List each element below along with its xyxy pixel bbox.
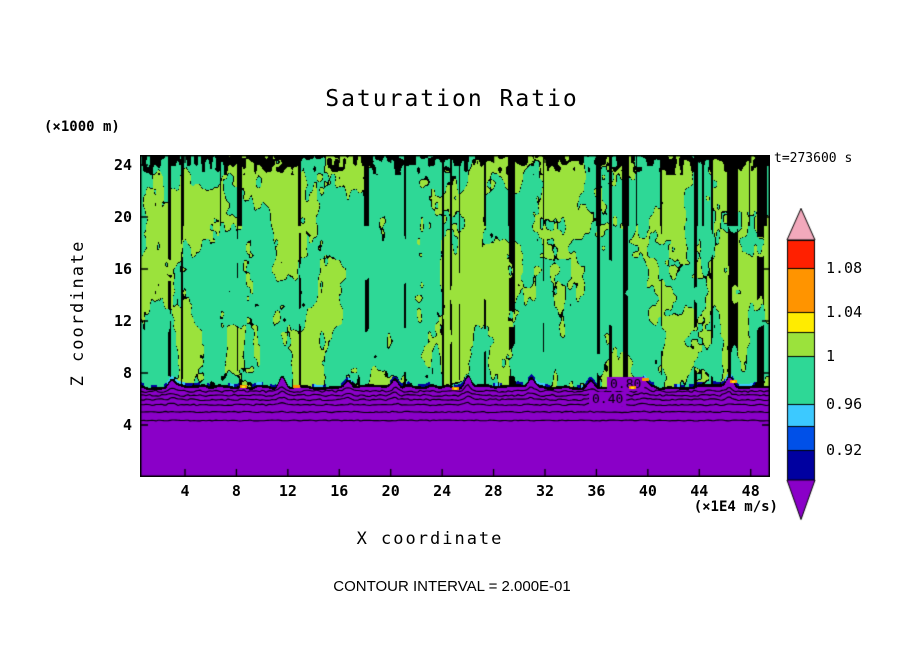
x-tick-label: 4: [180, 482, 190, 500]
x-tick-label: 12: [278, 482, 297, 500]
x-tick-label: 16: [330, 482, 349, 500]
chart-title: Saturation Ratio: [325, 86, 579, 112]
y-tick-label: 4: [122, 416, 132, 434]
colorbar-canvas: [786, 208, 816, 522]
y-tick-label: 24: [113, 156, 132, 174]
y-axis-units: (×1000 m): [44, 119, 120, 135]
x-tick-label: 48: [741, 482, 760, 500]
x-tick-label: 20: [381, 482, 400, 500]
x-tick-label: 40: [638, 482, 657, 500]
x-tick-label: 8: [231, 482, 241, 500]
colorbar-tick-label: 1: [826, 347, 836, 365]
x-tick-label: 44: [690, 482, 709, 500]
time-label: t=273600 s: [774, 151, 853, 166]
x-tick-label: 32: [535, 482, 555, 500]
x-tick-label: 36: [587, 482, 606, 500]
x-axis-label: X coordinate: [356, 529, 504, 549]
colorbar-tick-label: 0.96: [826, 395, 863, 413]
contour-interval-note: CONTOUR INTERVAL = 2.000E-01: [333, 578, 571, 595]
y-tick-label: 20: [113, 208, 132, 226]
x-tick-label: 28: [484, 482, 503, 500]
colorbar-tick-label: 0.92: [826, 441, 863, 459]
y-axis-label: Z coordinate: [68, 239, 88, 387]
plot-canvas: [140, 155, 770, 477]
y-tick-label: 8: [122, 364, 132, 382]
x-axis-units: (×1E4 m/s): [693, 499, 778, 515]
x-tick-label: 24: [433, 482, 452, 500]
y-tick-label: 12: [113, 312, 132, 330]
colorbar-tick-label: 1.08: [826, 259, 863, 277]
y-tick-label: 16: [113, 260, 132, 278]
colorbar-tick-label: 1.04: [826, 303, 863, 321]
